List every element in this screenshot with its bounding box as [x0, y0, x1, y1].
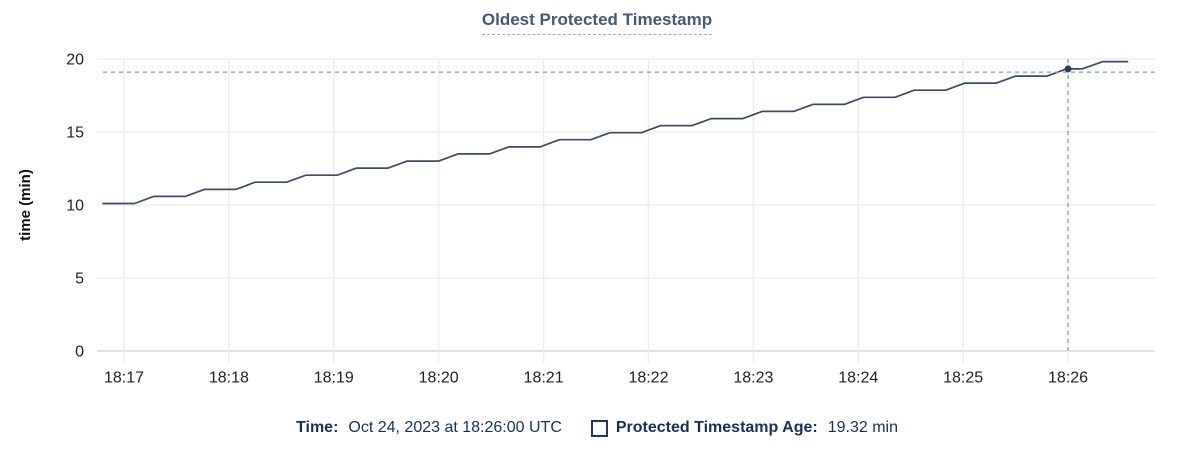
series-label: Protected Timestamp Age:	[615, 419, 818, 436]
legend-series-protected-timestamp-age[interactable]: Protected Timestamp Age: 19.32 min	[590, 419, 898, 437]
y-axis-title: time (min)	[17, 169, 34, 241]
chart-hover-legend: Time: Oct 24, 2023 at 18:26:00 UTC Protec…	[0, 419, 1194, 437]
series-toggle-checkbox[interactable]	[590, 419, 608, 437]
series-line-protected-timestamp-age	[102, 60, 1129, 205]
y-tick-label: 15	[66, 125, 84, 142]
chart-title[interactable]: Oldest Protected Timestamp	[481, 10, 713, 35]
x-tick-label: 18:20	[419, 370, 459, 387]
series-value: 19.32 min	[827, 419, 898, 436]
hover-marker-dot	[1064, 65, 1072, 73]
hover-time: Time: Oct 24, 2023 at 18:26:00 UTC	[296, 419, 562, 437]
y-tick-label: 20	[66, 52, 84, 69]
x-tick-label: 18:25	[943, 370, 983, 387]
y-tick-label: 10	[66, 198, 84, 215]
x-tick-label: 18:19	[314, 370, 354, 387]
hover-time-label: Time:	[296, 419, 339, 436]
y-tick-label: 0	[75, 344, 84, 361]
x-tick-label: 18:21	[524, 370, 564, 387]
timeseries-chart[interactable]: 0 5 10 15 20 18:17 18:18 18:19 18:20 18:21 18:22 18…	[0, 0, 1194, 402]
y-tick-label: 5	[75, 271, 84, 288]
x-tick-label: 18:18	[209, 370, 249, 387]
x-tick-label: 18:24	[838, 370, 878, 387]
x-tick-label: 18:26	[1048, 370, 1088, 387]
hover-time-value: Oct 24, 2023 at 18:26:00 UTC	[348, 419, 562, 436]
chart-title-row: Oldest Protected Timestamp	[0, 10, 1194, 35]
x-tick-label: 18:23	[733, 370, 773, 387]
x-tick-label: 18:17	[104, 370, 144, 387]
x-tick-label: 18:22	[628, 370, 668, 387]
